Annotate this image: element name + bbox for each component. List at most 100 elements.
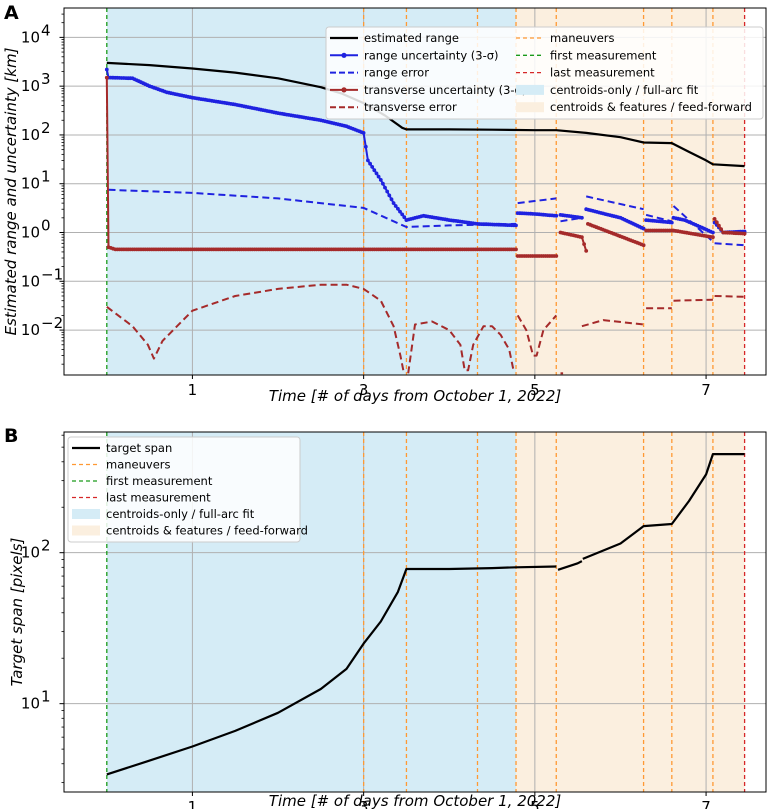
y-tick-exponent: −2 xyxy=(41,314,63,332)
series-line-segment xyxy=(108,188,517,228)
data-point xyxy=(383,185,387,190)
legend-label: transverse error xyxy=(364,100,457,114)
data-point xyxy=(641,243,646,248)
series-line-segment xyxy=(516,314,558,357)
data-point xyxy=(580,215,584,220)
x-tick-label: 5 xyxy=(530,381,540,399)
series-line-segment xyxy=(517,197,557,205)
series-line-segment xyxy=(560,216,583,223)
legend: estimated range maneuvers range uncertaint… xyxy=(325,26,764,120)
series-line-segment xyxy=(582,453,745,560)
legend-entry-transverse-uncertainty-3-sigma: transverse uncertainty (3-σ) xyxy=(330,83,526,97)
legend-label: last measurement xyxy=(550,66,655,80)
series-line-segment xyxy=(106,61,745,168)
legend-entry-target-span: target span xyxy=(72,441,172,455)
data-point xyxy=(378,178,383,182)
data-point xyxy=(385,189,390,194)
data-point xyxy=(554,254,559,258)
legend-entry-range-uncertainty-3-sigma: range uncertainty (3-σ) xyxy=(330,48,499,62)
legend-label: centroids & features / feed-forward xyxy=(106,524,308,538)
data-point xyxy=(402,215,407,220)
data-point xyxy=(391,201,396,206)
legend-entry-transverse-error: transverse error xyxy=(330,100,457,114)
data-point xyxy=(398,209,402,214)
data-point xyxy=(381,181,385,186)
x-axis-title: Time [# of days from October 1, 2022] xyxy=(269,792,562,809)
panel-a-letter: A xyxy=(4,2,19,24)
data-point xyxy=(712,217,717,221)
y-tick-exponent: 3 xyxy=(41,70,51,88)
x-tick-label: 3 xyxy=(359,798,369,809)
legend-marker xyxy=(341,52,347,58)
legend-box xyxy=(67,436,301,543)
legend-entry-range-error: range error xyxy=(330,66,429,80)
legend-label: transverse uncertainty (3-σ) xyxy=(364,83,526,97)
y-tick-label: 10 xyxy=(21,224,40,242)
panel-b-letter: B xyxy=(4,425,18,447)
data-point xyxy=(366,158,370,163)
data-point xyxy=(376,174,381,179)
x-tick-label: 5 xyxy=(530,798,540,809)
data-point xyxy=(368,161,372,166)
y-tick-exponent: 2 xyxy=(41,537,51,555)
x-axis-title: Time [# of days from October 1, 2022] xyxy=(269,387,562,405)
data-point xyxy=(363,144,368,149)
data-point xyxy=(714,220,719,225)
y-tick-label: 10 xyxy=(21,695,40,713)
x-tick-label: 1 xyxy=(188,798,198,809)
y-tick-label: 10 xyxy=(21,321,40,339)
legend-entry-last-measurement: last measurement xyxy=(72,491,211,505)
axes-frame xyxy=(63,431,767,793)
data-point xyxy=(554,213,559,218)
series-line-segment xyxy=(585,195,644,211)
data-point xyxy=(717,223,721,228)
legend-label: maneuvers xyxy=(550,31,615,45)
legend-label: range error xyxy=(364,66,429,80)
legend-label: first measurement xyxy=(550,48,657,62)
data-point xyxy=(582,242,586,247)
legend-label: centroids & features / feed-forward xyxy=(550,100,752,114)
legend-entry-first-measurement: first measurement xyxy=(72,474,213,488)
y-tick-exponent: 1 xyxy=(41,688,51,706)
legend-swatch xyxy=(516,84,544,95)
series-transverse-uncertainty-3-sigma xyxy=(104,75,747,258)
data-point xyxy=(389,197,394,202)
legend-entry-centroids-and-features-feed-forward: centroids & features / feed-forward xyxy=(72,524,308,538)
data-point xyxy=(374,171,379,176)
y-tick-label: 10 xyxy=(21,175,40,193)
legend-box xyxy=(325,26,764,120)
data-point xyxy=(742,231,747,236)
data-point xyxy=(711,230,715,235)
data-point xyxy=(361,131,366,135)
data-point xyxy=(372,168,377,173)
data-point xyxy=(719,227,723,232)
legend-label: last measurement xyxy=(106,491,211,505)
y-tick-label: 10 xyxy=(21,126,40,144)
series-line-segment xyxy=(673,298,713,302)
data-point xyxy=(711,235,715,240)
legend-label: centroids-only / full-arc fit xyxy=(106,507,255,521)
series-transverse-error xyxy=(106,283,745,375)
series-line-segment xyxy=(557,560,583,571)
y-tick-label: 10 xyxy=(21,272,40,290)
legend-entry-last-measurement: last measurement xyxy=(516,66,655,80)
series-target-span xyxy=(106,453,745,776)
y-tick-label: 10 xyxy=(21,28,40,46)
data-point xyxy=(387,193,392,198)
legend-marker xyxy=(341,87,347,93)
series-line-segment xyxy=(645,213,673,223)
data-point xyxy=(396,206,400,211)
series-range-uncertainty-3-sigma xyxy=(104,67,747,235)
y-tick-exponent: 0 xyxy=(41,217,51,235)
legend-label: range uncertainty (3-σ) xyxy=(364,48,499,62)
legend-label: maneuvers xyxy=(106,458,171,472)
x-tick-label: 3 xyxy=(359,381,369,399)
data-point xyxy=(370,165,375,169)
y-axis-title: Target span [pixels] xyxy=(8,538,26,687)
series-estimated-range xyxy=(106,61,745,168)
data-point xyxy=(580,235,584,240)
legend-swatch xyxy=(516,102,544,113)
legend-label: centroids-only / full-arc fit xyxy=(550,83,699,97)
